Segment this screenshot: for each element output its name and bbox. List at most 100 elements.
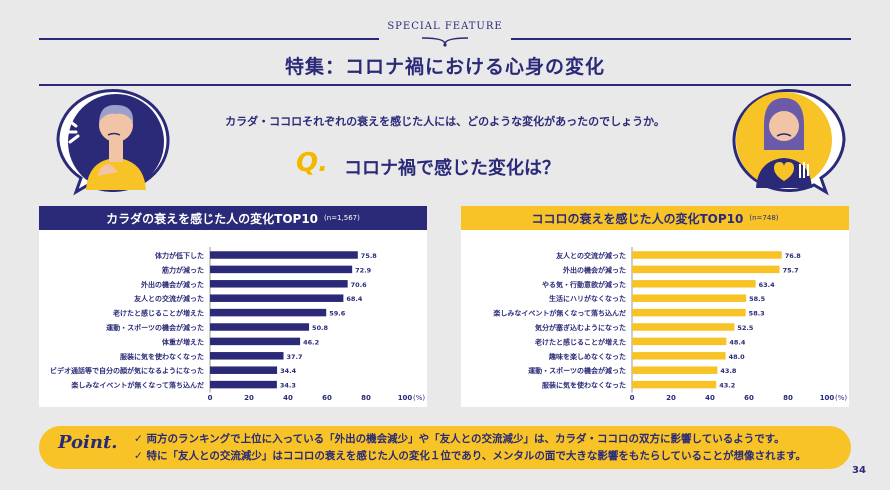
body-chart-bar	[210, 337, 301, 346]
mind-chart-panel: ココロの衰えを感じた人の変化TOP10 (n=748) 友人との交流が減った 76…	[461, 206, 849, 407]
mind-chart-title: ココロの衰えを感じた人の変化TOP10	[531, 211, 744, 226]
body-chart-category-label: 体重が増えた	[162, 337, 204, 346]
body-chart-category-label: 体力が低下した	[155, 251, 204, 260]
mind-chart-value-label: 58.3	[749, 310, 765, 318]
page-title: 特集：コロナ禍における心身の変化	[284, 56, 605, 78]
mind-chart-value-label: 75.7	[783, 266, 799, 274]
mind-chart-category-label: 服装に気を使わなくなった	[542, 381, 626, 390]
body-chart-tick-label: 40	[283, 394, 293, 402]
title-underline	[39, 84, 851, 86]
mind-chart-tick-label: 0	[630, 394, 635, 402]
mind-chart-sample-size: (n=748)	[749, 214, 779, 222]
mind-chart-tick-label: 100	[820, 394, 835, 402]
mind-chart-tick-label: 40	[705, 394, 715, 402]
q-mark: Q.	[296, 148, 328, 178]
body-chart-bar	[210, 308, 327, 317]
mind-chart-bar	[632, 337, 727, 346]
question-text: コロナ禍で感じた変化は？	[344, 158, 560, 179]
mind-chart-bar	[632, 294, 747, 302]
mind-chart-category-label: 友人との交流が減った	[555, 251, 626, 260]
body-chart-category-label: 外出の機会が減った	[141, 280, 204, 289]
body-chart-bar	[210, 294, 344, 302]
intro-text: カラダ・ココロそれぞれの衰えを感じた人には、どのような変化があったのでしょうか。	[225, 115, 665, 128]
page-number: 34	[852, 465, 866, 476]
body-chart-tick-label: 20	[244, 394, 254, 402]
mind-chart-bar	[632, 352, 726, 360]
mind-chart-value-label: 48.0	[729, 353, 746, 361]
point-label: Point.	[58, 432, 118, 453]
body-chart-sample-size: (n=1,567)	[324, 214, 360, 222]
mind-chart-value-label: 43.2	[719, 382, 735, 390]
worried-woman-icon	[732, 88, 846, 196]
mind-chart-category-label: やる気・行動意欲が減った	[542, 280, 626, 289]
body-chart-unit-label: (%)	[413, 394, 425, 402]
mind-chart-category-label: 運動・スポーツの機会が減った	[528, 366, 626, 375]
header-rule-left	[39, 38, 379, 40]
body-chart-tick-label: 60	[322, 394, 332, 402]
body-chart-value-label: 37.7	[287, 353, 303, 361]
mind-chart-title-bar: ココロの衰えを感じた人の変化TOP10 (n=748)	[461, 206, 849, 230]
header-rule-right	[511, 38, 851, 40]
body-chart-value-label: 68.4	[346, 295, 363, 303]
special-feature-kicker: SPECIAL FEATURE	[387, 21, 503, 32]
body-chart-panel: カラダの衰えを感じた人の変化TOP10 (n=1,567) 体力が低下した 75.…	[39, 206, 427, 407]
body-chart-category-label: 友人との交流が減った	[133, 294, 204, 303]
body-chart-bar	[210, 251, 358, 259]
mind-chart-bar	[632, 380, 717, 389]
body-chart-value-label: 59.6	[329, 310, 346, 318]
body-chart-category-label: ビデオ通話等で自分の顔が気になるようになった	[50, 366, 204, 375]
mind-chart-category-label: 気分が塞ぎ込むようになった	[535, 323, 626, 332]
body-chart-bar	[210, 366, 278, 374]
mind-chart-tick-label: 20	[666, 394, 676, 402]
body-chart-bar	[210, 323, 310, 331]
mind-chart-bar	[632, 251, 782, 259]
body-chart-bar	[210, 380, 277, 389]
mind-chart-unit-label: (%)	[835, 394, 847, 402]
body-chart-value-label: 50.8	[312, 324, 329, 332]
mind-chart-bar	[632, 265, 780, 274]
worried-man-icon	[56, 88, 170, 196]
body-chart-bar	[210, 280, 348, 288]
mind-chart-bar	[632, 308, 746, 317]
body-chart-category-label: 老けたと感じることが増えた	[112, 309, 204, 318]
mind-chart-value-label: 76.8	[785, 252, 802, 260]
body-chart-tick-label: 0	[208, 394, 213, 402]
body-chart-bar	[210, 352, 284, 360]
body-chart-value-label: 72.9	[355, 266, 372, 274]
mind-chart: 友人との交流が減った 76.8 外出の機会が減った 75.7 やる気・行動意欲が減った 6…	[492, 247, 847, 402]
body-chart-category-label: 楽しみなイベントが無くなって落ち込んだ	[70, 381, 204, 390]
body-chart-category-label: 運動・スポーツの機会が減った	[106, 323, 204, 332]
body-chart-value-label: 46.2	[303, 338, 319, 346]
point-box	[39, 426, 851, 469]
mind-chart-tick-label: 80	[783, 394, 793, 402]
mind-chart-value-label: 43.8	[720, 367, 737, 375]
body-chart: 体力が低下した 75.8 筋力が減った 72.9 外出の機会が減った 70.6 友人との交流…	[50, 247, 425, 402]
body-chart-tick-label: 100	[398, 394, 413, 402]
body-chart-tick-label: 80	[361, 394, 371, 402]
mind-chart-category-label: 外出の機会が減った	[563, 265, 626, 274]
body-chart-value-label: 34.3	[280, 382, 296, 390]
mind-chart-value-label: 63.4	[759, 281, 776, 289]
mind-chart-tick-label: 60	[744, 394, 754, 402]
ornament-icon	[421, 37, 469, 47]
body-chart-category-label: 服装に気を使わなくなった	[120, 352, 204, 361]
body-chart-title-bar: カラダの衰えを感じた人の変化TOP10 (n=1,567)	[39, 206, 427, 230]
body-chart-value-label: 70.6	[351, 281, 368, 289]
mind-chart-category-label: 老けたと感じることが増えた	[534, 337, 626, 346]
mind-chart-value-label: 52.5	[737, 324, 754, 332]
body-chart-value-label: 75.8	[361, 252, 378, 260]
body-chart-title: カラダの衰えを感じた人の変化TOP10	[106, 211, 319, 226]
point-line-2: ✓ 特に「友人との交流減少」はココロの衰えを感じた人の変化１位であり、メンタルの…	[134, 450, 806, 462]
mind-chart-value-label: 48.4	[729, 338, 746, 346]
body-chart-value-label: 34.4	[280, 367, 297, 375]
mind-chart-value-label: 58.5	[749, 295, 766, 303]
body-chart-bar	[210, 265, 353, 274]
body-chart-category-label: 筋力が減った	[161, 265, 204, 274]
mind-chart-category-label: 生活にハリがなくなった	[549, 294, 626, 303]
mind-chart-bar	[632, 323, 735, 331]
mind-chart-bar	[632, 280, 756, 288]
mind-chart-bar	[632, 366, 718, 374]
mind-chart-category-label: 趣味を楽しめなくなった	[548, 352, 626, 361]
mind-chart-category-label: 楽しみなイベントが無くなって落ち込んだ	[492, 309, 626, 318]
point-line-1: ✓ 両方のランキングで上位に入っている「外出の機会減少」や「友人との交流減少」は…	[134, 433, 785, 445]
